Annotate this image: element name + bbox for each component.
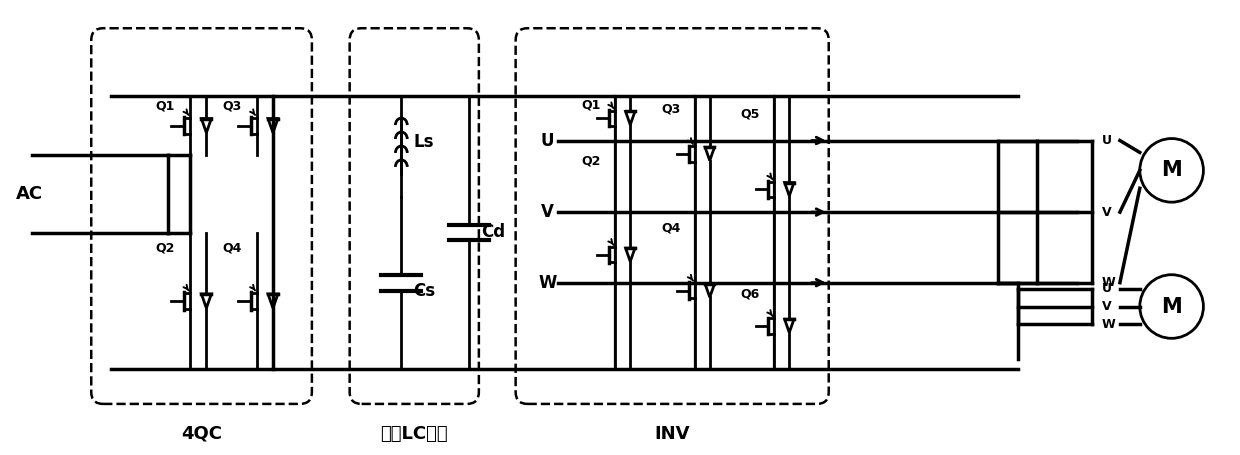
Text: Q5: Q5	[740, 107, 760, 120]
Text: Q1: Q1	[155, 99, 175, 112]
Text: Q3: Q3	[222, 99, 242, 112]
Text: U: U	[541, 131, 554, 150]
Text: V: V	[541, 203, 554, 221]
Text: AC: AC	[16, 185, 43, 203]
Text: Q1: Q1	[582, 98, 601, 111]
Text: W: W	[538, 273, 557, 292]
Text: M: M	[1161, 297, 1182, 317]
Text: V: V	[1102, 300, 1112, 313]
Text: Q3: Q3	[661, 103, 681, 116]
Text: INV: INV	[653, 425, 689, 443]
Text: 二次LC谐振: 二次LC谐振	[381, 425, 448, 443]
Text: M: M	[1161, 160, 1182, 180]
Text: Cs: Cs	[413, 282, 435, 300]
Text: Ls: Ls	[413, 132, 434, 151]
Text: V: V	[1102, 206, 1112, 218]
Text: Q4: Q4	[222, 241, 242, 254]
Text: W: W	[1102, 276, 1116, 289]
Text: Cd: Cd	[481, 223, 505, 242]
Text: W: W	[1102, 318, 1116, 331]
Text: U: U	[1102, 134, 1112, 147]
Text: Q2: Q2	[582, 154, 601, 167]
Text: Q2: Q2	[155, 241, 175, 254]
Text: U: U	[1102, 282, 1112, 295]
Text: Q6: Q6	[740, 288, 760, 301]
Text: Q4: Q4	[661, 222, 681, 234]
Text: 4QC: 4QC	[181, 425, 222, 443]
